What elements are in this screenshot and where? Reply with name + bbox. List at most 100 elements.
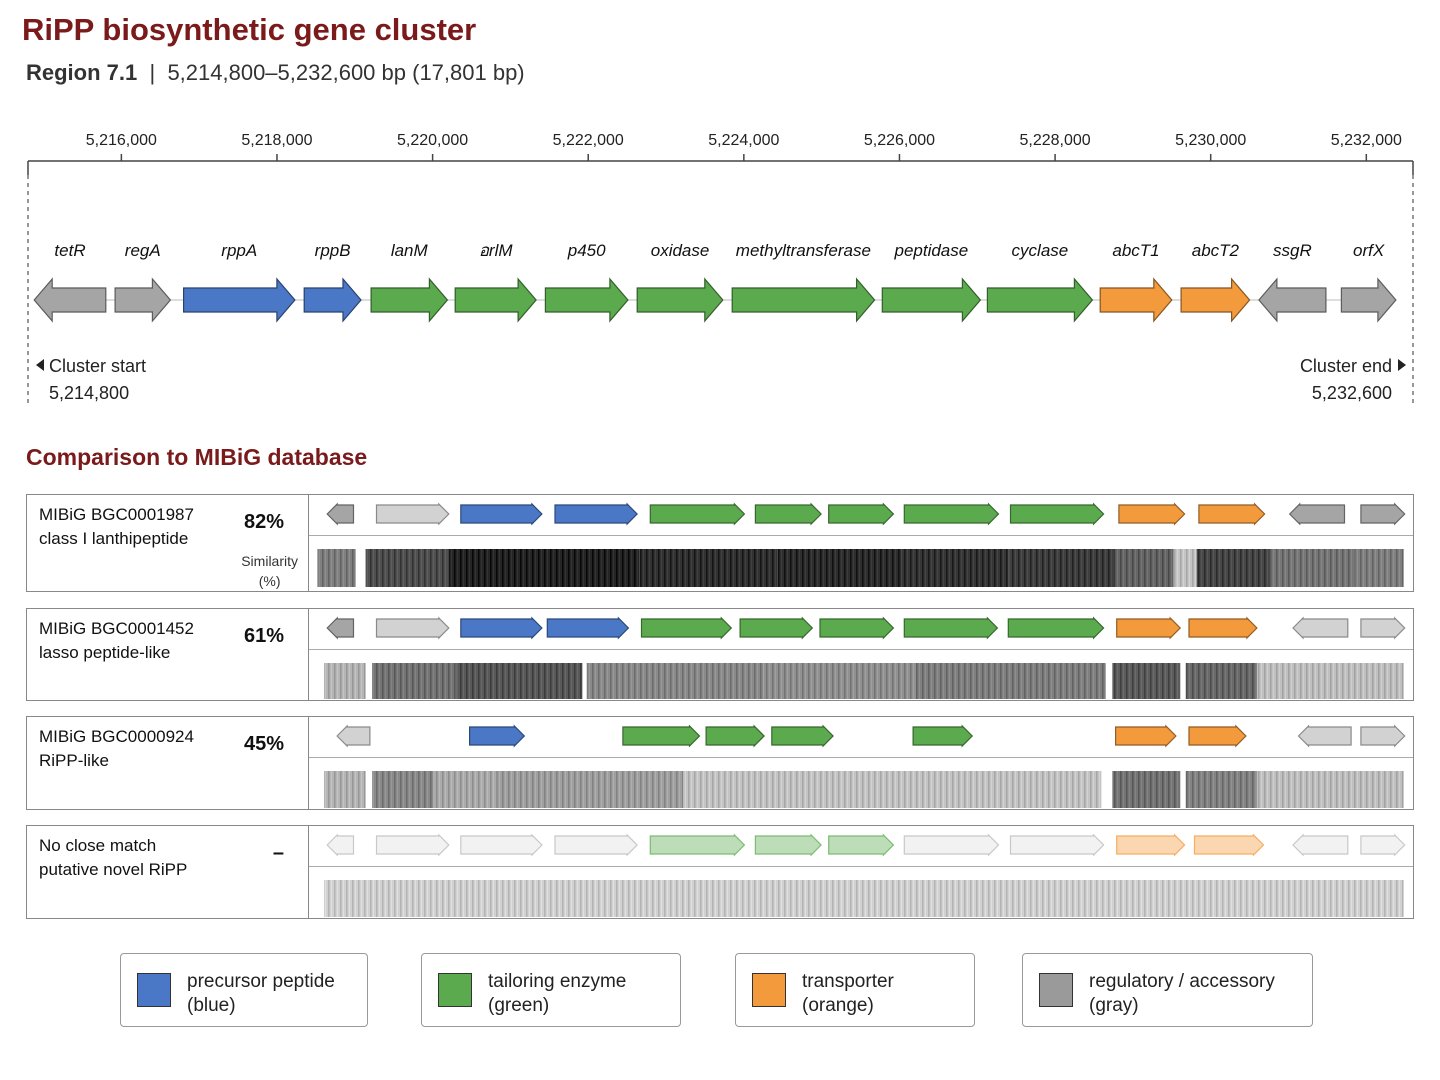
hit-gene-arrow[interactable] (1009, 833, 1105, 857)
cluster-class: RiPP-like (39, 751, 109, 770)
identity-segment (1196, 549, 1271, 587)
axis-tick-label: 5,216,000 (86, 132, 157, 149)
gene-arrow-orfX[interactable] (1340, 277, 1397, 323)
mibig-id[interactable]: MIBiG BGC0000924 (39, 727, 194, 746)
hit-gene-arrow[interactable] (1198, 502, 1266, 526)
hit-gene-arrow[interactable] (754, 502, 822, 526)
page-title: RiPP biosynthetic gene cluster (22, 12, 477, 47)
gene-arrow-methyltransferase[interactable] (731, 277, 876, 323)
identity-segment (1112, 771, 1181, 808)
gene-arrow-abcT2[interactable] (1180, 277, 1251, 323)
gene-arrow-regA[interactable] (114, 277, 172, 323)
region-range: 5,214,800–5,232,600 bp (17,801 bp) (167, 60, 525, 85)
gene-arrow-cyclase[interactable] (986, 277, 1094, 323)
region-name: Region 7.1 (26, 60, 138, 85)
gene-label: oxidase (651, 241, 710, 260)
comparison-row[interactable]: MIBiG BGC0001452 lasso peptide-like 61% (26, 608, 1414, 701)
hit-gene-arrow[interactable] (903, 616, 999, 640)
hit-gene-arrow[interactable] (1193, 833, 1265, 857)
axis-tick-label: 5,228,000 (1019, 132, 1090, 149)
hit-gene-arrow[interactable] (460, 833, 543, 857)
hit-gene-arrow[interactable] (640, 616, 733, 640)
hit-gene-arrow[interactable] (649, 502, 746, 526)
identity-segment (1185, 771, 1257, 808)
hit-gene-arrow[interactable] (705, 724, 765, 748)
gene-label: อrlM (479, 241, 514, 260)
hit-gene-arrow[interactable] (326, 833, 355, 857)
hit-gene-arrow[interactable] (1118, 502, 1186, 526)
gene-arrow-rppB[interactable] (303, 277, 362, 323)
hit-gene-arrow[interactable] (1360, 616, 1406, 640)
hit-gene-arrow[interactable] (622, 724, 701, 748)
gene-arrow-p450[interactable] (544, 277, 629, 323)
comparison-row[interactable]: No close match putative novel RiPP – (26, 825, 1414, 919)
identity-segment (1354, 549, 1404, 587)
hit-gene-arrow[interactable] (739, 616, 814, 640)
gene-arrow-อrlM[interactable] (454, 277, 537, 323)
comparison-row[interactable]: MIBiG BGC0000924 RiPP-like 45% (26, 716, 1414, 810)
gene-label: rppB (315, 241, 351, 260)
comparison-heading: Comparison to MIBiG database (26, 444, 368, 470)
hit-gene-arrow[interactable] (554, 833, 638, 857)
hit-gene-arrow[interactable] (903, 833, 1000, 857)
hit-gene-arrow[interactable] (1288, 502, 1346, 526)
gene-label: p450 (567, 241, 606, 260)
hit-gene-arrow[interactable] (1297, 724, 1352, 748)
gene-arrow-rppA[interactable] (183, 277, 296, 323)
gene-arrow-oxidase[interactable] (636, 277, 724, 323)
hit-gene-arrow[interactable] (375, 502, 450, 526)
hit-gene-arrow[interactable] (375, 616, 450, 640)
hit-gene-arrow[interactable] (1292, 833, 1349, 857)
hit-gene-arrow[interactable] (1009, 502, 1105, 526)
legend-text: transporter (orange) (802, 970, 894, 1018)
hit-gene-arrow[interactable] (754, 833, 822, 857)
hit-gene-arrow[interactable] (546, 616, 630, 640)
hit-gene-arrow[interactable] (469, 724, 526, 748)
mibig-id[interactable]: MIBiG BGC0001987 (39, 505, 194, 524)
hit-gene-arrow[interactable] (912, 724, 974, 748)
gene-arrow-lanM[interactable] (370, 277, 449, 323)
gene-arrow-abcT1[interactable] (1099, 277, 1173, 323)
hit-gene-arrow[interactable] (1188, 616, 1258, 640)
hit-gene-arrow[interactable] (1007, 616, 1105, 640)
cluster-class: class I lanthipeptide (39, 529, 189, 548)
hit-gene-arrow[interactable] (828, 833, 895, 857)
legend-sublabel: (gray) (1089, 995, 1139, 1016)
hit-gene-arrow[interactable] (1116, 833, 1186, 857)
legend-item: tailoring enzyme (green) (421, 953, 681, 1027)
hit-gene-arrow[interactable] (326, 502, 355, 526)
hit-gene-arrow[interactable] (1188, 724, 1247, 748)
legend-label: tailoring enzyme (488, 971, 627, 992)
hit-gene-arrow[interactable] (1116, 616, 1182, 640)
hit-gene-arrow[interactable] (375, 833, 450, 857)
hit-gene-arrow[interactable] (1292, 616, 1349, 640)
hit-gene-arrow[interactable] (819, 616, 895, 640)
hit-gene-arrow[interactable] (460, 616, 543, 640)
legend-swatch (752, 973, 786, 1007)
comparison-track (317, 502, 1406, 587)
hit-gene-arrow[interactable] (460, 502, 543, 526)
hit-gene-arrow[interactable] (1360, 502, 1406, 526)
comparison-track (323, 833, 1406, 917)
hit-gene-arrow[interactable] (1360, 724, 1406, 748)
legend-item: transporter (orange) (735, 953, 975, 1027)
hit-gene-arrow[interactable] (903, 502, 1000, 526)
mibig-id[interactable]: No close match (39, 836, 157, 855)
hit-gene-arrow[interactable] (554, 502, 638, 526)
similarity-value: – (272, 842, 284, 864)
hit-gene-arrow[interactable] (1114, 724, 1177, 748)
hit-gene-arrow[interactable] (1360, 833, 1406, 857)
hit-gene-arrow[interactable] (771, 724, 834, 748)
hit-gene-arrow[interactable] (828, 502, 895, 526)
comparison-row[interactable]: MIBiG BGC0001987 class I lanthipeptide 82%… (26, 494, 1414, 592)
hit-gene-arrow[interactable] (649, 833, 746, 857)
gene-label: orfX (1353, 241, 1385, 260)
identity-segment (1256, 663, 1404, 699)
similarity-value: 61% (243, 625, 284, 647)
gene-arrow-peptidase[interactable] (881, 277, 982, 323)
gene-arrow-ssgR[interactable] (1258, 277, 1327, 323)
gene-arrow-tetR[interactable] (33, 277, 107, 323)
hit-gene-arrow[interactable] (336, 724, 371, 748)
hit-gene-arrow[interactable] (326, 616, 355, 640)
mibig-id[interactable]: MIBiG BGC0001452 (39, 619, 194, 638)
